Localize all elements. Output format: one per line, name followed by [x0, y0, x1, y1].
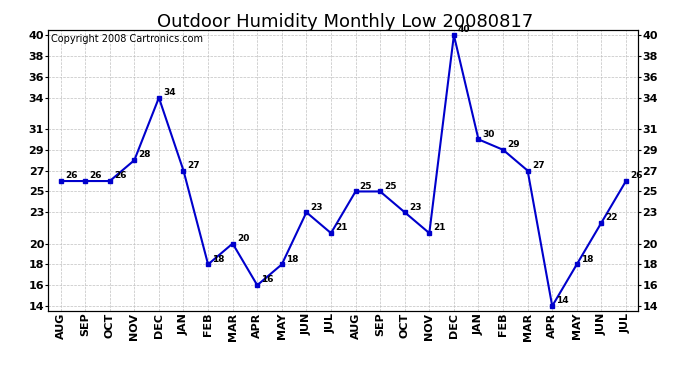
Text: 40: 40	[458, 26, 471, 34]
Text: 30: 30	[482, 130, 495, 139]
Text: 14: 14	[556, 296, 569, 305]
Text: 26: 26	[89, 171, 102, 180]
Text: 21: 21	[335, 224, 348, 232]
Text: 20: 20	[237, 234, 249, 243]
Text: 18: 18	[581, 255, 593, 264]
Text: 18: 18	[286, 255, 299, 264]
Text: 16: 16	[262, 275, 274, 284]
Text: 22: 22	[606, 213, 618, 222]
Text: 26: 26	[65, 171, 77, 180]
Text: 26: 26	[114, 171, 126, 180]
Text: Copyright 2008 Cartronics.com: Copyright 2008 Cartronics.com	[51, 34, 204, 44]
Text: 25: 25	[359, 182, 372, 190]
Text: 23: 23	[409, 202, 422, 211]
Text: 23: 23	[310, 202, 323, 211]
Text: 25: 25	[384, 182, 397, 190]
Text: 26: 26	[630, 171, 642, 180]
Text: 27: 27	[188, 161, 200, 170]
Text: 28: 28	[139, 150, 151, 159]
Text: 29: 29	[507, 140, 520, 149]
Text: 27: 27	[532, 161, 544, 170]
Text: Outdoor Humidity Monthly Low 20080817: Outdoor Humidity Monthly Low 20080817	[157, 13, 533, 31]
Text: 34: 34	[163, 88, 176, 97]
Text: 21: 21	[433, 224, 446, 232]
Text: 18: 18	[213, 255, 225, 264]
